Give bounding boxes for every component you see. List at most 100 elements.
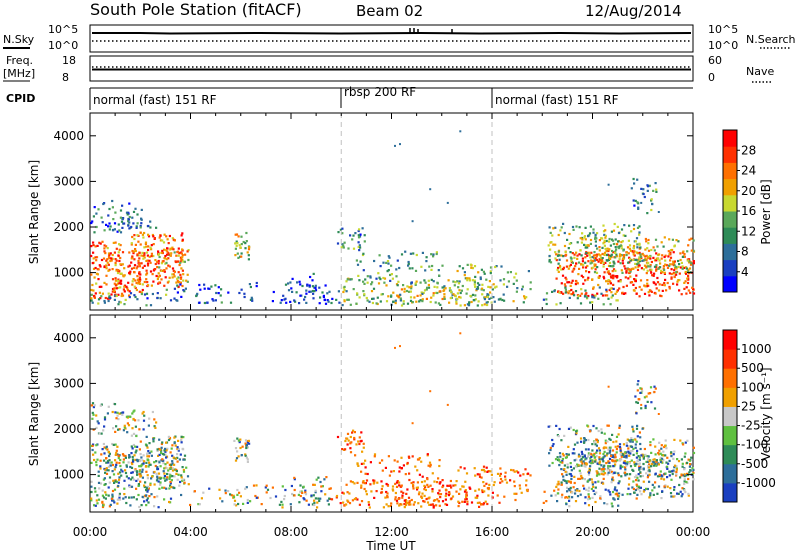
- echo-cell: [679, 252, 682, 255]
- echo-cell: [381, 293, 384, 296]
- echo-cell: [168, 500, 171, 504]
- echo-cell: [162, 462, 165, 465]
- echo-cell: [117, 457, 120, 460]
- echo-cell: [513, 485, 516, 488]
- echo-cell: [123, 303, 126, 306]
- echo-cell: [675, 470, 678, 473]
- echo-cell: [113, 501, 116, 504]
- echo-cell: [582, 266, 585, 269]
- echo-cell: [614, 251, 617, 254]
- echo-cell: [583, 441, 586, 444]
- echo-cell: [375, 302, 378, 305]
- echo-cell: [645, 487, 648, 490]
- echo-cell: [594, 236, 597, 239]
- echo-cell: [512, 282, 515, 285]
- echo-cell: [685, 266, 688, 269]
- echo-cell: [137, 483, 140, 486]
- echo-cell: [412, 484, 415, 487]
- echo-cell: [154, 262, 157, 266]
- echo-cell: [163, 477, 166, 480]
- echo-cell: [142, 419, 146, 422]
- echo-cell: [654, 387, 657, 390]
- echo-cell: [116, 498, 119, 501]
- echo-cell: [103, 229, 106, 232]
- echo-cell: [311, 289, 314, 293]
- echo-cell: [461, 500, 464, 503]
- echo-cell: [593, 452, 596, 455]
- echo-cell: [549, 261, 553, 264]
- echo-cell: [147, 487, 150, 490]
- echo-cell: [673, 495, 676, 498]
- echo-cell: [595, 455, 598, 458]
- echo-cell: [603, 241, 606, 244]
- echo-cell: [675, 468, 678, 471]
- echo-cell: [157, 506, 160, 509]
- echo-cell: [515, 279, 518, 282]
- echo-cell: [138, 265, 141, 268]
- echo-cell: [684, 280, 687, 283]
- echo-cell: [409, 296, 413, 299]
- echo-cell: [337, 231, 340, 234]
- echo-cell: [632, 246, 635, 250]
- echo-cell: [170, 479, 173, 482]
- echo-cell: [623, 460, 626, 463]
- echo-cell: [462, 485, 465, 488]
- echo-cell: [670, 276, 673, 279]
- echo-cell: [650, 462, 653, 466]
- echo-cell: [660, 477, 663, 480]
- echo-cell: [595, 451, 598, 454]
- echo-cell: [635, 427, 639, 430]
- echo-cell: [203, 287, 206, 290]
- echo-cell: [148, 259, 151, 262]
- echo-cell: [305, 499, 308, 502]
- echo-cell: [233, 499, 237, 502]
- echo-cell: [594, 233, 597, 236]
- echo-cell: [574, 492, 577, 495]
- echo-cell: [580, 236, 583, 240]
- echo-cell: [139, 273, 142, 276]
- echo-cell: [562, 478, 565, 481]
- echo-cell: [164, 255, 167, 258]
- echo-cell: [129, 478, 133, 481]
- echo-cell: [103, 299, 106, 303]
- echo-cell: [657, 452, 660, 455]
- echo-cell: [131, 255, 134, 258]
- echo-cell: [610, 454, 613, 457]
- echo-cell: [134, 286, 137, 290]
- echo-cell: [618, 424, 621, 427]
- echo-cell: [91, 417, 94, 420]
- echo-cell: [587, 448, 590, 451]
- echo-cell: [91, 283, 94, 287]
- echo-cell: [425, 260, 428, 263]
- echo-cell: [602, 473, 605, 476]
- echo-cell: [408, 500, 411, 503]
- echo-cell: [145, 494, 148, 497]
- echo-cell: [660, 474, 663, 477]
- velocity-ylabel: Slant Range [km]: [27, 362, 41, 466]
- echo-cell: [179, 281, 182, 284]
- echo-cell: [347, 439, 350, 442]
- echo-cell: [177, 276, 180, 279]
- echo-cell: [570, 242, 573, 245]
- echo-cell: [313, 501, 316, 504]
- echo-cell: [476, 494, 479, 497]
- echo-cell: [166, 472, 169, 476]
- echo-cell: [96, 273, 99, 276]
- echo-cell: [400, 456, 403, 459]
- echo-cell: [115, 247, 118, 250]
- echo-cell: [562, 454, 565, 457]
- echo-cell: [504, 478, 507, 481]
- echo-cell: [485, 466, 488, 469]
- echo-cell: [97, 422, 100, 425]
- echo-cell: [599, 497, 602, 500]
- echo-cell: [670, 451, 673, 454]
- echo-cell: [177, 247, 180, 250]
- echo-cell: [473, 467, 476, 470]
- echo-cell: [644, 404, 647, 407]
- echo-cell: [107, 292, 110, 295]
- echo-cell: [655, 461, 658, 464]
- echo-cell: [449, 484, 452, 487]
- echo-cell: [613, 471, 616, 475]
- echo-cell: [455, 490, 458, 493]
- echo-cell: [395, 499, 399, 502]
